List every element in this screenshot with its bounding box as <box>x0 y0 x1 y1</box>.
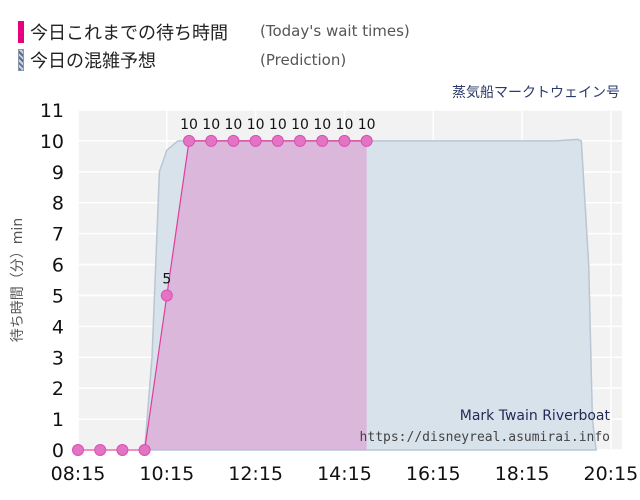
y-tick-label: 4 <box>52 316 64 338</box>
today-layer <box>72 134 373 456</box>
today-point <box>94 444 107 456</box>
y-axis-label: 待ち時間（分）min <box>10 218 26 342</box>
y-tick-label: 2 <box>52 378 64 400</box>
legend-today: 今日これまでの待ち時間 <box>18 20 228 44</box>
y-tick-label: 11 <box>40 100 64 122</box>
today-area <box>78 140 367 450</box>
x-tick-label: 12:15 <box>228 463 283 485</box>
legend-prediction-label: 今日の混雑予想 <box>30 51 156 72</box>
today-point <box>205 134 218 147</box>
axes: 0 1 2 3 4 5 6 7 8 9 10 11 08:15 10:15 12:15 14:15 16:15 1… <box>40 100 638 485</box>
today-point <box>227 134 240 147</box>
y-tick-label: 3 <box>52 347 64 369</box>
y-tick-label: 8 <box>52 193 64 215</box>
data-label: 10 <box>358 117 376 133</box>
today-point <box>72 444 84 456</box>
y-tick-label: 6 <box>52 255 64 277</box>
watermark-url: https://disneyreal.asumirai.info <box>360 430 610 445</box>
today-point <box>316 134 329 147</box>
legend-prediction-en: (Prediction) <box>260 51 347 69</box>
y-tick-label: 0 <box>52 440 64 462</box>
x-tick-label: 08:15 <box>51 463 106 485</box>
today-point <box>160 289 173 302</box>
x-tick-label: 14:15 <box>317 463 372 485</box>
data-label: 10 <box>336 117 354 133</box>
data-label: 10 <box>269 117 287 133</box>
legend-prediction-swatch <box>18 49 24 71</box>
legend-prediction: 今日の混雑予想 <box>18 48 156 72</box>
today-point <box>271 134 284 147</box>
x-tick-label: 16:15 <box>406 463 461 485</box>
y-tick-label: 10 <box>40 131 64 153</box>
x-tick-label: 20:15 <box>584 463 639 485</box>
today-point <box>116 444 129 456</box>
data-labels: 510 10 10 10 10 10 10 10 10 <box>162 117 375 288</box>
data-label: 10 <box>291 117 309 133</box>
today-point <box>249 134 262 147</box>
data-label: 10 <box>180 117 198 133</box>
today-point <box>138 444 151 456</box>
data-label: 5 <box>162 271 171 287</box>
today-point <box>294 134 307 147</box>
watermark-name: Mark Twain Riverboat <box>460 408 611 424</box>
x-tick-label: 10:15 <box>139 463 194 485</box>
legend-today-label: 今日これまでの待ち時間 <box>30 23 228 44</box>
legend-today-swatch <box>18 21 24 43</box>
data-label: 10 <box>225 117 243 133</box>
y-tick-label: 7 <box>52 224 64 246</box>
y-tick-label: 9 <box>52 162 64 184</box>
legend-today-en: (Today's wait times) <box>260 22 410 40</box>
today-point <box>360 134 373 147</box>
today-point <box>338 134 351 147</box>
x-tick-label: 18:15 <box>495 463 550 485</box>
data-label: 10 <box>247 117 265 133</box>
data-label: 10 <box>202 117 220 133</box>
attraction-name: 蒸気船マークトウェイン号 <box>452 85 620 101</box>
data-label: 10 <box>313 117 331 133</box>
y-tick-label: 5 <box>52 285 64 307</box>
today-point <box>183 134 196 147</box>
y-tick-label: 1 <box>52 409 64 431</box>
